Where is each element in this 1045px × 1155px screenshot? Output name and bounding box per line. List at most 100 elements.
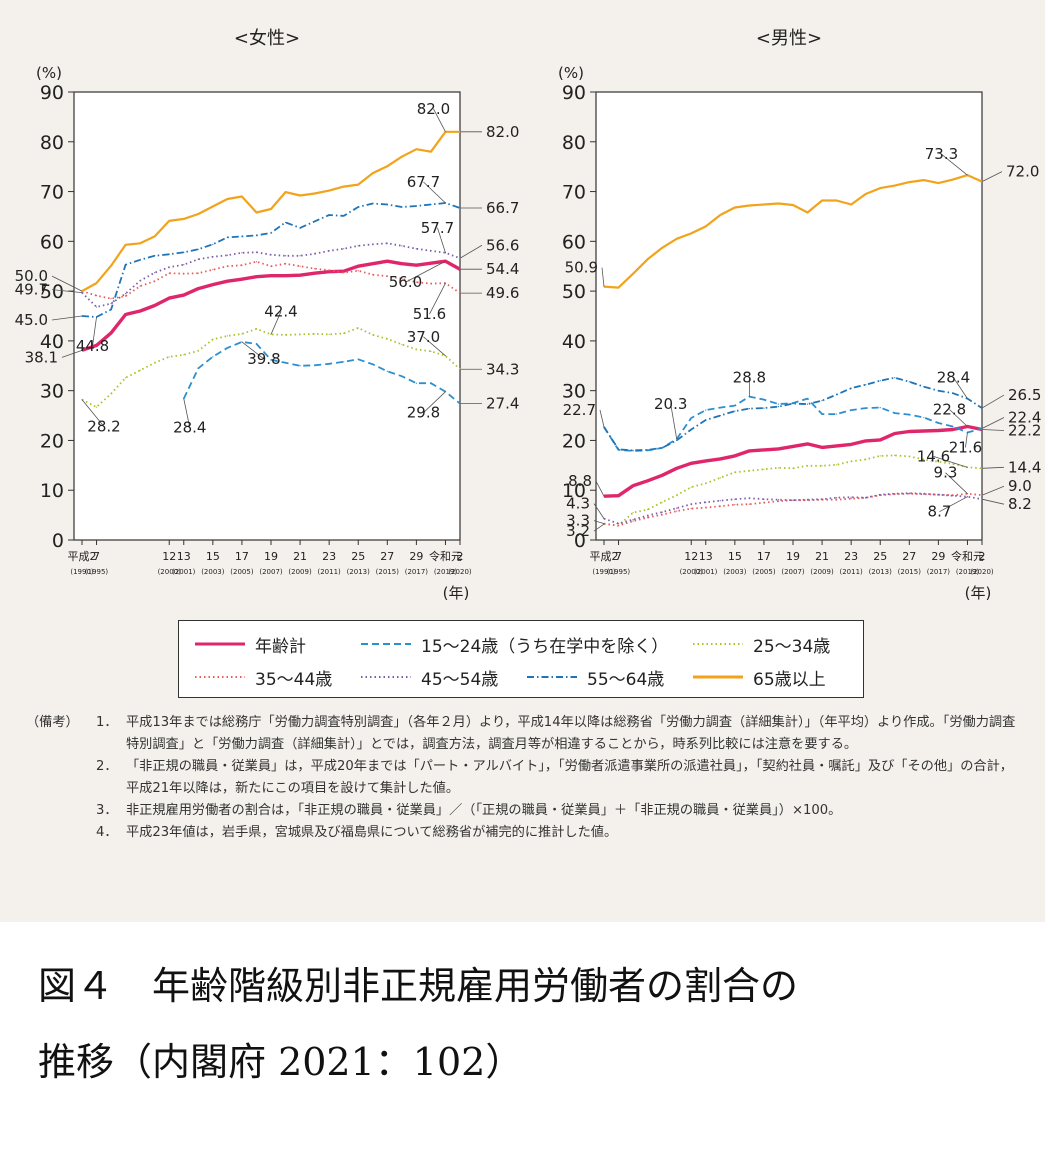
data-point: [401, 343, 403, 345]
data-point: [632, 485, 634, 487]
data-point: [690, 428, 692, 431]
x-axis-label: (年): [443, 584, 470, 602]
data-point: [806, 403, 809, 405]
y-tick-label: 90: [562, 82, 586, 104]
data-label: 56.6: [486, 236, 519, 254]
data-point: [763, 498, 765, 500]
data-point: [879, 380, 881, 382]
data-point: [255, 276, 258, 278]
data-point: [632, 518, 634, 521]
data-point: [343, 272, 345, 274]
data-point: [183, 273, 185, 275]
data-point: [748, 470, 750, 472]
data-point: [241, 252, 243, 254]
data-label: 28.2: [87, 418, 120, 436]
x-tick-sublabel: (2015): [376, 568, 400, 576]
data-label: 27.4: [486, 395, 519, 413]
legend-swatch: [361, 676, 411, 678]
annotation-leader: [941, 153, 968, 176]
data-point: [343, 215, 345, 217]
legend-swatch: [693, 643, 743, 645]
data-point: [661, 511, 663, 513]
data-label: 9.3: [934, 464, 958, 482]
data-point: [952, 179, 954, 181]
data-label: 38.1: [25, 348, 58, 366]
data-point: [139, 285, 141, 287]
x-tick-sublabel: (2005): [752, 568, 776, 576]
note-text: 平成13年までは総務庁「労働力調査特別調査」（各年２月）より，平成14年以降は総…: [126, 715, 1016, 752]
data-label: 8.8: [568, 472, 592, 490]
data-point: [748, 503, 750, 505]
data-point: [763, 407, 765, 409]
data-point: [821, 413, 823, 415]
x-tick-label: 平成2: [68, 550, 97, 563]
data-point: [850, 387, 852, 389]
data-point: [952, 463, 954, 465]
x-tick-label: 2: [979, 550, 986, 563]
data-point: [632, 512, 634, 514]
data-point: [806, 398, 809, 400]
y-tick-label: 40: [562, 331, 586, 353]
note-item: （備考） 1． 平成13年までは総務庁「労働力調査特別調査」（各年２月）より，平成1…: [26, 712, 1026, 756]
x-tick-sublabel: (2019): [956, 568, 980, 576]
y-tick-label: 40: [40, 331, 64, 353]
legend-label: 25～34歳: [753, 636, 831, 657]
data-point: [850, 443, 852, 446]
data-point: [661, 247, 663, 249]
data-point: [763, 502, 765, 504]
x-tick-label: 15: [206, 550, 220, 563]
data-point: [777, 467, 780, 469]
data-point: [734, 405, 736, 407]
x-tick-label: 12: [162, 550, 176, 563]
data-point: [690, 417, 692, 419]
data-point: [415, 264, 417, 266]
data-point: [647, 258, 649, 260]
annotation-leader: [981, 394, 1005, 409]
x-tick-sublabel: (2020): [448, 568, 472, 576]
annotation-leader: [92, 316, 97, 347]
data-point: [372, 274, 374, 276]
data-label: 37.0: [407, 328, 440, 346]
data-point: [719, 477, 721, 479]
data-point: [270, 359, 272, 361]
note-item: 2． 「非正規の職員・従業員」は，平成20年までは「パート・アルバイト」，「労働者…: [26, 756, 1026, 800]
data-point: [894, 493, 896, 495]
data-label: 42.4: [264, 302, 297, 320]
data-point: [821, 498, 823, 500]
annotation-leader: [981, 466, 1005, 469]
data-point: [705, 507, 707, 509]
data-point: [299, 227, 301, 229]
data-point: [284, 255, 287, 257]
data-point: [314, 272, 316, 274]
legend-label: 55～64歳: [587, 669, 665, 690]
annotation-leader: [423, 391, 446, 413]
x-tick-label: 7: [93, 550, 100, 563]
note-number: 3．: [96, 803, 118, 818]
x-tick-label: 25: [873, 550, 887, 563]
data-point: [125, 244, 127, 246]
data-point: [850, 203, 852, 206]
data-point: [226, 254, 228, 256]
data-point: [154, 280, 156, 282]
x-tick-sublabel: (2007): [781, 568, 805, 576]
data-label: 50.0: [15, 267, 48, 285]
x-tick-label: 平成2: [590, 550, 619, 563]
data-point: [836, 413, 838, 415]
data-point: [284, 221, 287, 224]
data-point: [168, 220, 170, 222]
x-tick-sublabel: (1995): [85, 568, 109, 576]
annotation-leader: [241, 341, 265, 360]
x-tick-label: 23: [844, 550, 858, 563]
data-point: [719, 406, 721, 409]
data-point: [357, 270, 359, 272]
data-point: [212, 256, 214, 258]
data-point: [183, 354, 185, 356]
legend-label: 35～44歳: [255, 669, 333, 690]
x-tick-sublabel: (1995): [607, 568, 631, 576]
data-point: [705, 225, 707, 227]
data-point: [705, 419, 707, 421]
data-point: [952, 425, 954, 428]
data-label: 8.2: [1008, 495, 1032, 513]
data-point: [415, 148, 417, 150]
data-point: [748, 497, 750, 499]
